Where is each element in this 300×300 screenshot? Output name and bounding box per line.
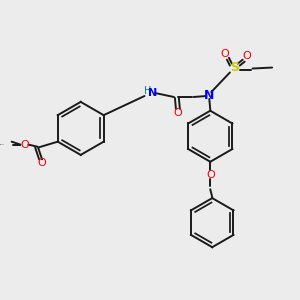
Text: O: O <box>242 51 251 61</box>
Text: O: O <box>206 169 214 179</box>
Text: N: N <box>148 88 157 98</box>
Text: O: O <box>38 158 46 168</box>
Text: S: S <box>230 61 239 74</box>
Text: O: O <box>173 108 182 118</box>
Text: O: O <box>220 49 230 59</box>
Text: O: O <box>20 140 29 150</box>
Text: N: N <box>204 88 214 101</box>
Text: methyl: methyl <box>0 144 5 145</box>
Text: H: H <box>144 86 151 96</box>
